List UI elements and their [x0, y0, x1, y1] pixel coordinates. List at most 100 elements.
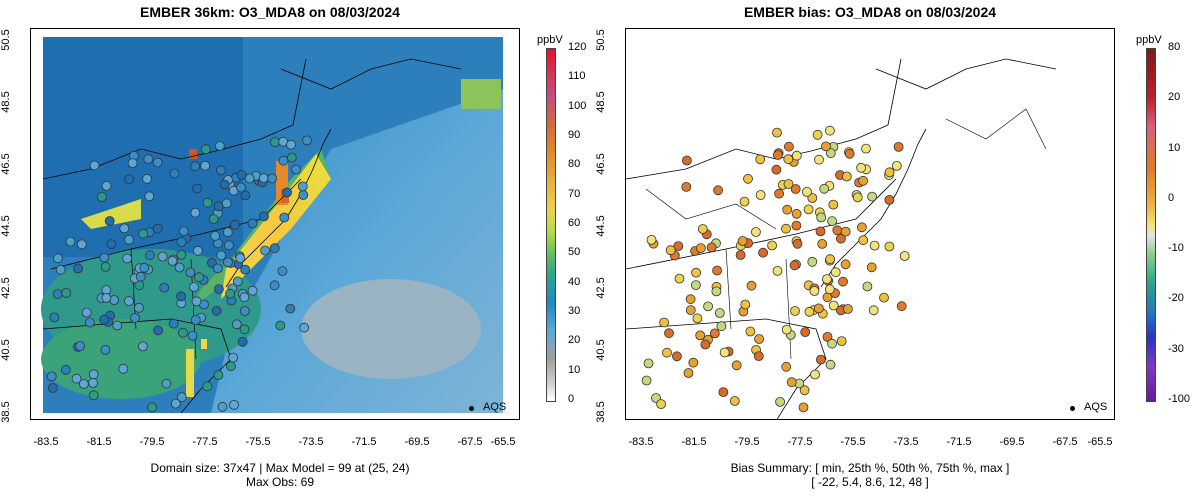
right-bias-site-marker: [819, 183, 830, 194]
right-bias-site-marker: [866, 262, 877, 273]
left-colorbar-unit: ppbV: [537, 34, 563, 46]
right-x-tick: -69.5: [999, 436, 1025, 448]
left-x-tick: -73.5: [298, 436, 324, 448]
right-bias-site-marker: [858, 235, 869, 246]
right-bias-site-marker: [869, 240, 880, 251]
left-aqs-site-marker: [206, 257, 217, 268]
left-aqs-site-marker: [88, 390, 99, 401]
left-aqs-site-marker: [210, 230, 221, 241]
left-aqs-site-marker: [285, 303, 296, 314]
left-aqs-site-marker: [258, 173, 269, 184]
left-aqs-site-marker: [169, 168, 180, 179]
right-bias-site-marker: [879, 292, 889, 303]
right-map-frame: AQS: [625, 28, 1115, 420]
left-aqs-site-marker: [84, 317, 95, 328]
right-y-tick-40.5: 40.5: [595, 339, 607, 361]
left-colorbar-tick-label: 110: [568, 70, 586, 83]
right-colorbar-tick-label: -30: [1168, 342, 1184, 355]
left-aqs-site-marker: [190, 161, 201, 172]
right-bias-site-marker: [781, 361, 792, 372]
left-aqs-site-marker: [100, 344, 111, 355]
right-bias-site-marker: [802, 186, 812, 197]
left-aqs-site-marker: [142, 173, 152, 184]
left-aqs-site-marker: [286, 152, 297, 163]
left-aqs-site-marker: [152, 223, 163, 234]
left-aqs-site-marker: [229, 399, 239, 410]
left-footer-line2: Max Obs: 69: [245, 475, 315, 489]
right-bias-site-marker: [842, 304, 853, 314]
left-aqs-site-marker: [60, 364, 71, 375]
left-aqs-site-marker: [231, 319, 242, 330]
left-aqs-site-marker: [134, 302, 144, 313]
right-bias-site-marker: [821, 141, 831, 152]
left-aqs-site-marker: [229, 219, 240, 230]
right-bias-site-marker: [697, 224, 708, 234]
left-x-tick: -69.5: [404, 436, 430, 448]
left-aqs-site-marker: [236, 169, 247, 180]
left-aqs-site-marker: [224, 240, 234, 251]
left-x-tick: -77.5: [192, 436, 218, 448]
left-aqs-site-marker: [49, 312, 60, 323]
left-aqs-site-marker: [192, 245, 203, 256]
right-bias-site-marker: [753, 351, 764, 362]
right-bias-site-marker: [706, 242, 717, 253]
left-aqs-site-marker: [269, 280, 280, 291]
right-bias-site-marker: [643, 358, 654, 369]
left-aqs-site-marker: [61, 287, 72, 298]
right-bias-site-marker: [884, 241, 895, 252]
left-aqs-site-marker: [291, 164, 302, 175]
right-bias-site-marker: [719, 347, 730, 358]
left-aqs-site-marker: [191, 296, 202, 307]
left-aqs-site-marker: [236, 182, 246, 193]
left-aqs-site-marker: [232, 276, 243, 287]
right-bias-site-marker: [867, 191, 878, 202]
left-aqs-site-marker: [52, 289, 63, 299]
right-bias-site-marker: [799, 385, 810, 396]
right-bias-site-marker: [692, 313, 703, 324]
right-bias-site-marker: [815, 354, 826, 365]
right-bias-site-marker: [681, 181, 692, 192]
left-aqs-site-marker: [200, 160, 211, 171]
right-colorbar-tick-label: -100: [1168, 393, 1191, 405]
right-bias-site-marker: [754, 334, 765, 344]
left-aqs-site-marker: [215, 165, 226, 176]
left-aqs-site-marker: [170, 398, 181, 409]
left-aqs-site-marker: [240, 190, 251, 201]
left-aqs-legend-dot-icon: [469, 406, 474, 411]
right-bias-site-marker: [861, 143, 871, 154]
right-bias-site-marker: [731, 360, 742, 371]
right-bias-site-marker: [755, 190, 766, 200]
left-aqs-site-marker: [260, 245, 271, 256]
right-bias-site-marker: [827, 216, 838, 227]
right-bias-site-marker: [807, 193, 818, 203]
left-aqs-site-marker: [104, 216, 115, 226]
left-aqs-site-marker: [225, 288, 236, 299]
right-bias-site-marker: [691, 267, 701, 278]
right-y-tick-48.5: 48.5: [595, 91, 607, 113]
left-aqs-site-marker: [138, 341, 148, 352]
left-colorbar: [546, 48, 556, 402]
right-bias-site-marker: [662, 347, 672, 358]
right-bias-site-marker: [672, 351, 682, 362]
left-aqs-site-marker: [159, 282, 170, 293]
right-bias-site-marker: [868, 305, 879, 316]
left-aqs-site-marker: [152, 157, 163, 168]
left-aqs-legend-label: AQS: [483, 401, 507, 413]
right-bias-site-marker: [735, 250, 746, 260]
right-bias-site-marker: [718, 387, 729, 398]
left-aqs-site-marker: [258, 211, 269, 222]
right-bias-site-marker: [824, 284, 835, 295]
left-aqs-site-marker: [78, 379, 89, 389]
left-x-tick: -71.5: [351, 436, 377, 448]
right-colorbar-tick-label: -20: [1168, 292, 1184, 305]
right-bias-sites: [641, 125, 910, 413]
right-bias-site-marker: [893, 142, 904, 152]
right-colorbar-tick-label: -10: [1168, 242, 1184, 255]
right-bias-site-marker: [673, 241, 684, 252]
left-aqs-site-marker: [187, 330, 198, 341]
left-aqs-site-marker: [219, 179, 230, 190]
right-bias-site-marker: [810, 369, 820, 380]
left-aqs-site-marker: [46, 371, 57, 382]
right-bias-site-marker: [745, 326, 756, 337]
right-bias-site-marker: [816, 212, 827, 223]
